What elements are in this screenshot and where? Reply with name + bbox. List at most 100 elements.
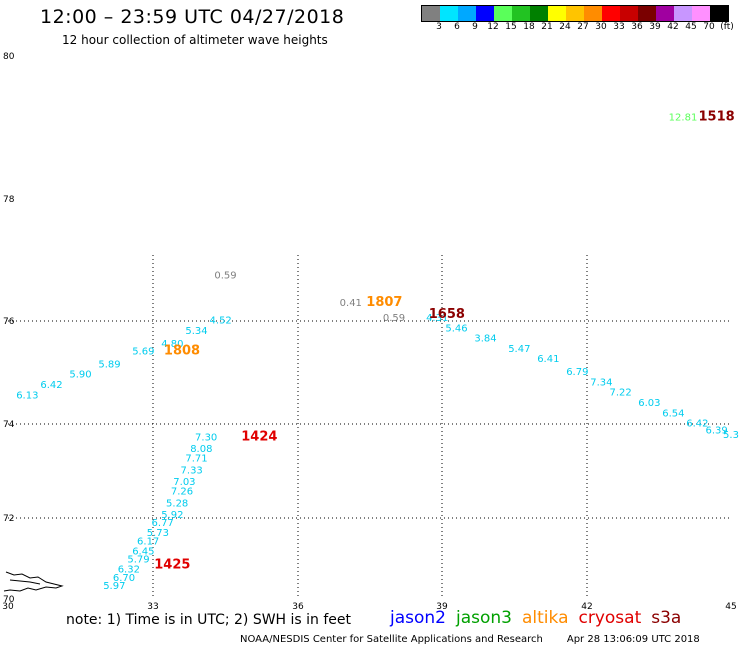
credit-org: NOAA/NESDIS Center for Satellite Applica… bbox=[240, 634, 543, 645]
color-swatch bbox=[584, 6, 602, 21]
wave-height-value: 5.28 bbox=[166, 498, 188, 509]
wave-height-value: 6.03 bbox=[638, 398, 660, 409]
legend-cryosat: cryosat bbox=[578, 608, 642, 628]
x-tick-label: 42 bbox=[581, 602, 592, 612]
wave-height-value: 5.69 bbox=[132, 346, 154, 357]
wave-height-value: 0.59 bbox=[214, 270, 236, 281]
wave-height-value: 6.17 bbox=[137, 536, 159, 547]
note-text: note: 1) Time is in UTC; 2) SWH is in fe… bbox=[66, 612, 352, 628]
color-scale-label: 3 bbox=[436, 22, 442, 32]
color-swatch bbox=[692, 6, 710, 21]
wave-height-value: 6.54 bbox=[662, 408, 684, 419]
map-subtitle: 12 hour collection of altimeter wave hei… bbox=[62, 33, 328, 47]
wave-height-value: 7.30 bbox=[195, 432, 217, 443]
y-axis-ticks: 80 78 76 74 72 70 bbox=[3, 52, 15, 605]
wave-height-value: 6.45 bbox=[132, 546, 154, 557]
wave-height-value: 5.97 bbox=[103, 581, 125, 592]
pass-time-label: 1807 bbox=[366, 295, 402, 310]
pass-time-label: 1808 bbox=[164, 343, 200, 358]
wave-height-value: 7.34 bbox=[590, 377, 612, 388]
color-scale-label: 33 bbox=[613, 22, 625, 32]
coastline-path bbox=[3, 571, 64, 592]
wave-height-value: 7.71 bbox=[185, 454, 207, 465]
wave-height-value: 6.42 bbox=[40, 380, 62, 391]
wave-height-points: 12.81 0.59 0.41 0.59 4.525.344.80 5.69 5.89 5.9… bbox=[16, 112, 739, 592]
color-scale-label: 70 bbox=[703, 22, 715, 32]
wave-height-value: 5.47 bbox=[508, 344, 530, 355]
wave-height-value: 7.22 bbox=[609, 388, 631, 399]
color-scale-label: 21 bbox=[541, 22, 553, 32]
wave-height-value: 7.26 bbox=[171, 487, 193, 498]
wave-height-value: 8.08 bbox=[190, 444, 212, 455]
color-scale-bar bbox=[421, 5, 729, 22]
pass-time-label: 1518 bbox=[699, 109, 735, 124]
color-scale-label: 39 bbox=[649, 22, 661, 32]
wave-height-value: 5.34 bbox=[185, 326, 207, 337]
credit-line: NOAA/NESDIS Center for Satellite Applica… bbox=[240, 634, 724, 645]
color-swatch bbox=[638, 6, 656, 21]
color-scale-label: (ft) bbox=[720, 22, 734, 32]
color-swatch bbox=[602, 6, 620, 21]
map-title: 12:00 – 23:59 UTC 04/27/2018 bbox=[40, 6, 345, 28]
wave-height-value: 7.33 bbox=[181, 465, 203, 476]
color-scale-label: 15 bbox=[505, 22, 517, 32]
legend-jason3: jason3 bbox=[456, 608, 512, 628]
x-tick-label: 33 bbox=[147, 602, 158, 612]
wave-height-value: 5.90 bbox=[69, 370, 91, 381]
y-tick-label: 78 bbox=[3, 195, 15, 205]
color-swatch bbox=[566, 6, 584, 21]
x-tick-label: 30 bbox=[2, 602, 14, 612]
wave-height-value: 5.92 bbox=[161, 510, 183, 521]
wave-height-value: 7.03 bbox=[173, 477, 195, 488]
color-swatch bbox=[530, 6, 548, 21]
color-swatch bbox=[710, 6, 728, 21]
coastline bbox=[3, 571, 64, 592]
wave-height-value: 6.39 bbox=[705, 425, 727, 436]
wave-height-value: 6.77 bbox=[152, 518, 174, 529]
pass-time-label: 1425 bbox=[154, 558, 190, 573]
wave-height-value: 5.73 bbox=[147, 528, 169, 539]
y-tick-label: 72 bbox=[3, 514, 14, 524]
wave-height-value: 0.41 bbox=[340, 298, 362, 309]
x-tick-label: 45 bbox=[725, 602, 736, 612]
legend-jason2: jason2 bbox=[390, 608, 446, 628]
wave-height-value: 5.3 bbox=[723, 430, 739, 441]
wave-height-value: 3.84 bbox=[474, 334, 496, 345]
color-scale-label: 9 bbox=[472, 22, 478, 32]
color-scale-label: 45 bbox=[685, 22, 697, 32]
color-swatch bbox=[476, 6, 494, 21]
y-tick-label: 76 bbox=[3, 317, 15, 327]
wave-height-value: 0.59 bbox=[383, 313, 405, 324]
y-tick-label: 74 bbox=[3, 420, 15, 430]
color-scale-label: 24 bbox=[559, 22, 571, 32]
grid-lines bbox=[8, 255, 731, 599]
color-swatch bbox=[440, 6, 458, 21]
wave-height-value: 12.81 bbox=[669, 112, 698, 123]
wave-height-value: 4.80 bbox=[161, 339, 183, 350]
y-tick-label: 80 bbox=[3, 52, 15, 62]
y-tick-label: 70 bbox=[3, 595, 15, 605]
wave-height-value: 6.13 bbox=[16, 390, 38, 401]
color-swatch bbox=[458, 6, 476, 21]
color-scale-label: 18 bbox=[523, 22, 535, 32]
legend-altika: altika bbox=[522, 608, 569, 628]
color-swatch bbox=[620, 6, 638, 21]
wave-height-value: 6.32 bbox=[118, 565, 140, 576]
pass-time-label: 1658 bbox=[429, 307, 465, 322]
wave-height-value: 6.70 bbox=[113, 573, 135, 584]
color-swatch bbox=[674, 6, 692, 21]
color-swatch bbox=[656, 6, 674, 21]
color-swatch bbox=[548, 6, 566, 21]
satellite-legend: jason2 jason3 altika cryosat s3a bbox=[390, 608, 691, 628]
color-swatch bbox=[422, 6, 440, 21]
color-scale-label: 36 bbox=[631, 22, 643, 32]
pass-time-label: 1424 bbox=[241, 429, 277, 444]
legend-s3a: s3a bbox=[651, 608, 682, 628]
color-swatch bbox=[494, 6, 512, 21]
wave-height-value: 6.42 bbox=[686, 418, 708, 429]
wave-height-value: 5.46 bbox=[445, 323, 467, 334]
wave-height-value: 6.79 bbox=[566, 367, 588, 378]
color-scale-label: 6 bbox=[454, 22, 460, 32]
color-swatch bbox=[512, 6, 530, 21]
